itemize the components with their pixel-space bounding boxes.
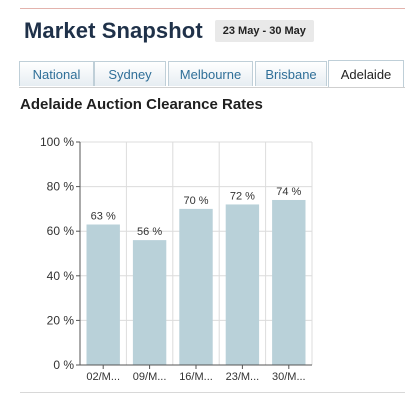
tab-label: Adelaide xyxy=(340,66,392,82)
x-tick-label: 09/M... xyxy=(133,371,167,383)
y-tick-label: 20 % xyxy=(47,313,75,327)
tab-national[interactable]: National xyxy=(19,61,94,86)
clearance-rate-chart: 0 % 20 % 40 % 60 % 80 % 100 % 63 % 02/M... 56 % 0… xyxy=(40,135,313,383)
city-tabs: National Sydney Melbourne Brisbane Adela… xyxy=(19,60,405,88)
bar xyxy=(225,204,260,365)
y-tick-label: 60 % xyxy=(47,224,75,238)
bar xyxy=(179,208,213,365)
y-tick-label: 0 % xyxy=(53,358,74,372)
data-label: 72 % xyxy=(230,190,255,202)
tab-label: National xyxy=(32,66,81,82)
bar xyxy=(272,199,306,365)
data-label: 70 % xyxy=(183,195,208,207)
page-title: Market Snapshot xyxy=(24,18,203,43)
y-tick-label: 40 % xyxy=(47,269,75,283)
y-tick-label: 80 % xyxy=(47,180,75,194)
y-tick-label: 100 % xyxy=(40,135,74,149)
top-divider xyxy=(20,8,405,9)
tab-label: Melbourne xyxy=(179,66,242,82)
bar xyxy=(132,240,167,365)
x-tick-label: 30/M... xyxy=(272,371,306,383)
data-label: 63 % xyxy=(91,211,116,223)
tab-label: Sydney xyxy=(108,66,152,82)
x-tick-label: 02/M... xyxy=(86,371,120,383)
date-range-badge: 23 May - 30 May xyxy=(214,20,314,42)
tab-label: Brisbane xyxy=(265,66,317,82)
bottom-divider xyxy=(20,392,405,393)
data-label: 74 % xyxy=(276,186,301,198)
x-tick-label: 16/M... xyxy=(179,371,213,383)
x-tick-label: 23/M... xyxy=(226,371,260,383)
tab-adelaide[interactable]: Adelaide xyxy=(328,60,404,87)
bar xyxy=(86,224,120,365)
data-label: 56 % xyxy=(137,226,162,238)
tab-brisbane[interactable]: Brisbane xyxy=(255,61,327,86)
header: Market Snapshot 23 May - 30 May xyxy=(24,16,314,46)
tab-melbourne[interactable]: Melbourne xyxy=(168,61,253,86)
chart-title: Adelaide Auction Clearance Rates xyxy=(20,96,263,113)
tab-sydney[interactable]: Sydney xyxy=(94,61,166,86)
